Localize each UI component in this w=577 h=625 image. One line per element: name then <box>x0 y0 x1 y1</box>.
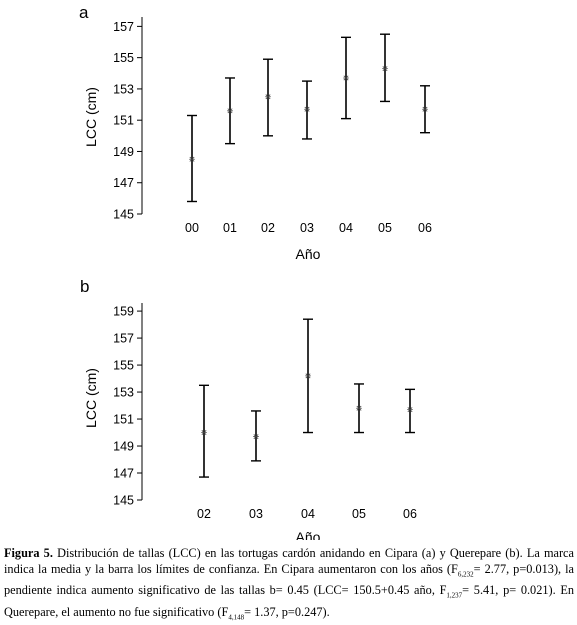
panel-a-errorbars <box>187 33 430 203</box>
panel-b: b LCC (cm) Año 145147149151153155157159 … <box>80 277 417 540</box>
caption-text-4: = 1.37, p=0.247). <box>244 604 330 619</box>
figure-caption: Figura 5. Distribución de tallas (LCC) e… <box>4 545 574 625</box>
panel-a-mean-marker-6 <box>422 106 428 112</box>
panel-a-y-tick-label-1: 147 <box>113 176 134 190</box>
panel-b-errorbar-2 <box>303 318 313 434</box>
panel-a-x-tick-label-4: 04 <box>339 221 353 235</box>
panel-b-y-tick-label-2: 149 <box>113 440 134 454</box>
panel-b-y-axis-title: LCC (cm) <box>83 368 99 428</box>
panel-b-x-tick-label-4: 06 <box>403 507 417 521</box>
panel-a-mean-marker-3 <box>304 106 310 112</box>
panel-b-y-tick-label-1: 147 <box>113 467 134 481</box>
panel-b-errorbars <box>199 318 415 478</box>
panel-b-x-tick-label-2: 04 <box>301 507 315 521</box>
panel-a-x-tick-label-6: 06 <box>418 221 432 235</box>
panel-a-y-ticks: 145 147 149 151 153 155 157 <box>113 20 142 222</box>
panel-a-mean-marker-1 <box>227 108 233 114</box>
panel-b-y-tick-label-4: 153 <box>113 386 134 400</box>
panel-a-x-tick-label-1: 01 <box>223 221 237 235</box>
panel-a-mean-marker-2 <box>265 94 271 100</box>
panel-a-x-tick-label-5: 05 <box>378 221 392 235</box>
panel-a-x-tick-label-0: 00 <box>185 221 199 235</box>
panel-a-errorbar-3 <box>302 80 312 140</box>
panel-a-errorbar-1 <box>225 77 235 145</box>
caption-text-1: Distribución de tallas (LCC) en las tort… <box>4 546 574 576</box>
panel-a-x-axis-title: Año <box>296 246 321 262</box>
panel-b-x-tick-label-1: 03 <box>249 507 263 521</box>
panel-b-y-tick-label-5: 155 <box>113 359 134 373</box>
panel-b-y-tick-label-3: 151 <box>113 413 134 427</box>
panel-a-x-tick-label-2: 02 <box>261 221 275 235</box>
panel-a-y-tick-label-6: 157 <box>113 20 134 34</box>
panel-a-errorbar-4 <box>341 36 351 120</box>
panel-a-y-tick-label-3: 151 <box>113 114 134 128</box>
panel-a-mean-marker-0 <box>189 156 195 162</box>
panel-b-errorbar-3 <box>354 383 364 434</box>
panel-a-errorbar-0 <box>187 114 197 203</box>
panel-b-x-tick-label-0: 02 <box>197 507 211 521</box>
panel-b-mean-marker-1 <box>253 434 259 440</box>
panel-b-errorbar-4 <box>405 388 415 434</box>
panel-b-mean-marker-3 <box>356 405 362 411</box>
panel-b-x-ticks: 02 03 04 05 06 <box>197 507 417 521</box>
panel-a-errorbar-2 <box>263 58 273 137</box>
panel-b-errorbar-1 <box>251 410 261 462</box>
panel-b-letter: b <box>80 277 89 296</box>
panel-a-y-tick-label-5: 155 <box>113 51 134 65</box>
panel-a-y-tick-label-4: 153 <box>113 82 134 96</box>
caption-sub-1: 6,232 <box>457 570 474 579</box>
panel-a-y-axis-title: LCC (cm) <box>83 87 99 147</box>
caption-lead: Figura 5. <box>4 546 53 560</box>
panel-a-x-ticks: 00 01 02 03 04 05 06 <box>185 221 432 235</box>
panel-b-y-tick-label-6: 157 <box>113 332 134 346</box>
panel-b-x-tick-label-3: 05 <box>352 507 366 521</box>
panel-a-y-tick-label-2: 149 <box>113 145 134 159</box>
panel-a-letter: a <box>79 3 89 22</box>
panel-b-y-tick-label-7: 159 <box>113 305 134 319</box>
panel-b-y-tick-label-0: 145 <box>113 494 134 508</box>
panel-b-y-ticks: 145 147 149 151 153 155 157 159 <box>113 305 142 508</box>
panel-b-errorbar-0 <box>199 384 209 478</box>
panel-a-y-tick-label-0: 145 <box>113 208 134 222</box>
panel-a-errorbar-6 <box>420 85 430 134</box>
panel-b-mean-marker-4 <box>407 407 413 413</box>
panel-b-mean-marker-2 <box>305 373 311 379</box>
panel-a-mean-marker-4 <box>343 75 349 81</box>
caption-sub-2: 1,237 <box>446 591 463 600</box>
panel-b-x-axis-title: Año <box>296 529 321 540</box>
caption-text-2: = 2.77, p=0.013), la pendiente indica au… <box>4 562 574 598</box>
panel-a-mean-marker-5 <box>382 66 388 72</box>
panel-a-errorbar-5 <box>380 33 390 103</box>
panel-a-x-tick-label-3: 03 <box>300 221 314 235</box>
panel-b-mean-marker-0 <box>201 430 207 436</box>
